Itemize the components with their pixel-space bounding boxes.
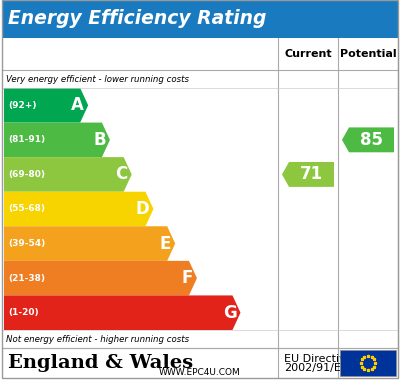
Text: (81-91): (81-91) [8, 135, 45, 144]
Text: (1-20): (1-20) [8, 308, 39, 317]
Text: G: G [223, 304, 236, 322]
Text: (21-38): (21-38) [8, 274, 45, 282]
Polygon shape [4, 123, 110, 157]
Polygon shape [4, 295, 240, 330]
Text: Not energy efficient - higher running costs: Not energy efficient - higher running co… [6, 334, 189, 343]
Text: (39-54): (39-54) [8, 239, 45, 248]
Text: Energy Efficiency Rating: Energy Efficiency Rating [8, 9, 266, 28]
Polygon shape [4, 192, 154, 226]
Text: Potential: Potential [340, 49, 396, 59]
Text: England & Wales: England & Wales [8, 354, 193, 372]
Text: 85: 85 [360, 131, 383, 149]
Polygon shape [4, 261, 197, 295]
Bar [340, 350, 396, 376]
Text: E: E [160, 235, 171, 253]
Text: 2002/91/EC: 2002/91/EC [284, 363, 349, 373]
Polygon shape [4, 226, 175, 261]
Text: A: A [71, 96, 84, 114]
Text: (69-80): (69-80) [8, 170, 45, 179]
Text: B: B [93, 131, 106, 149]
Text: WWW.EPC4U.COM: WWW.EPC4U.COM [159, 368, 241, 377]
Text: D: D [136, 200, 150, 218]
Text: (55-68): (55-68) [8, 204, 45, 213]
Polygon shape [282, 162, 334, 187]
Text: Current: Current [284, 49, 332, 59]
Polygon shape [4, 88, 88, 123]
Bar [2, 0, 398, 38]
Text: (92+): (92+) [8, 101, 36, 110]
Polygon shape [4, 157, 132, 192]
Bar [278, 38, 398, 70]
Text: 71: 71 [300, 165, 323, 184]
Text: Very energy efficient - lower running costs: Very energy efficient - lower running co… [6, 74, 189, 83]
Polygon shape [342, 127, 394, 152]
Text: C: C [116, 165, 128, 184]
Text: F: F [182, 269, 193, 287]
Text: EU Directive: EU Directive [284, 354, 353, 364]
